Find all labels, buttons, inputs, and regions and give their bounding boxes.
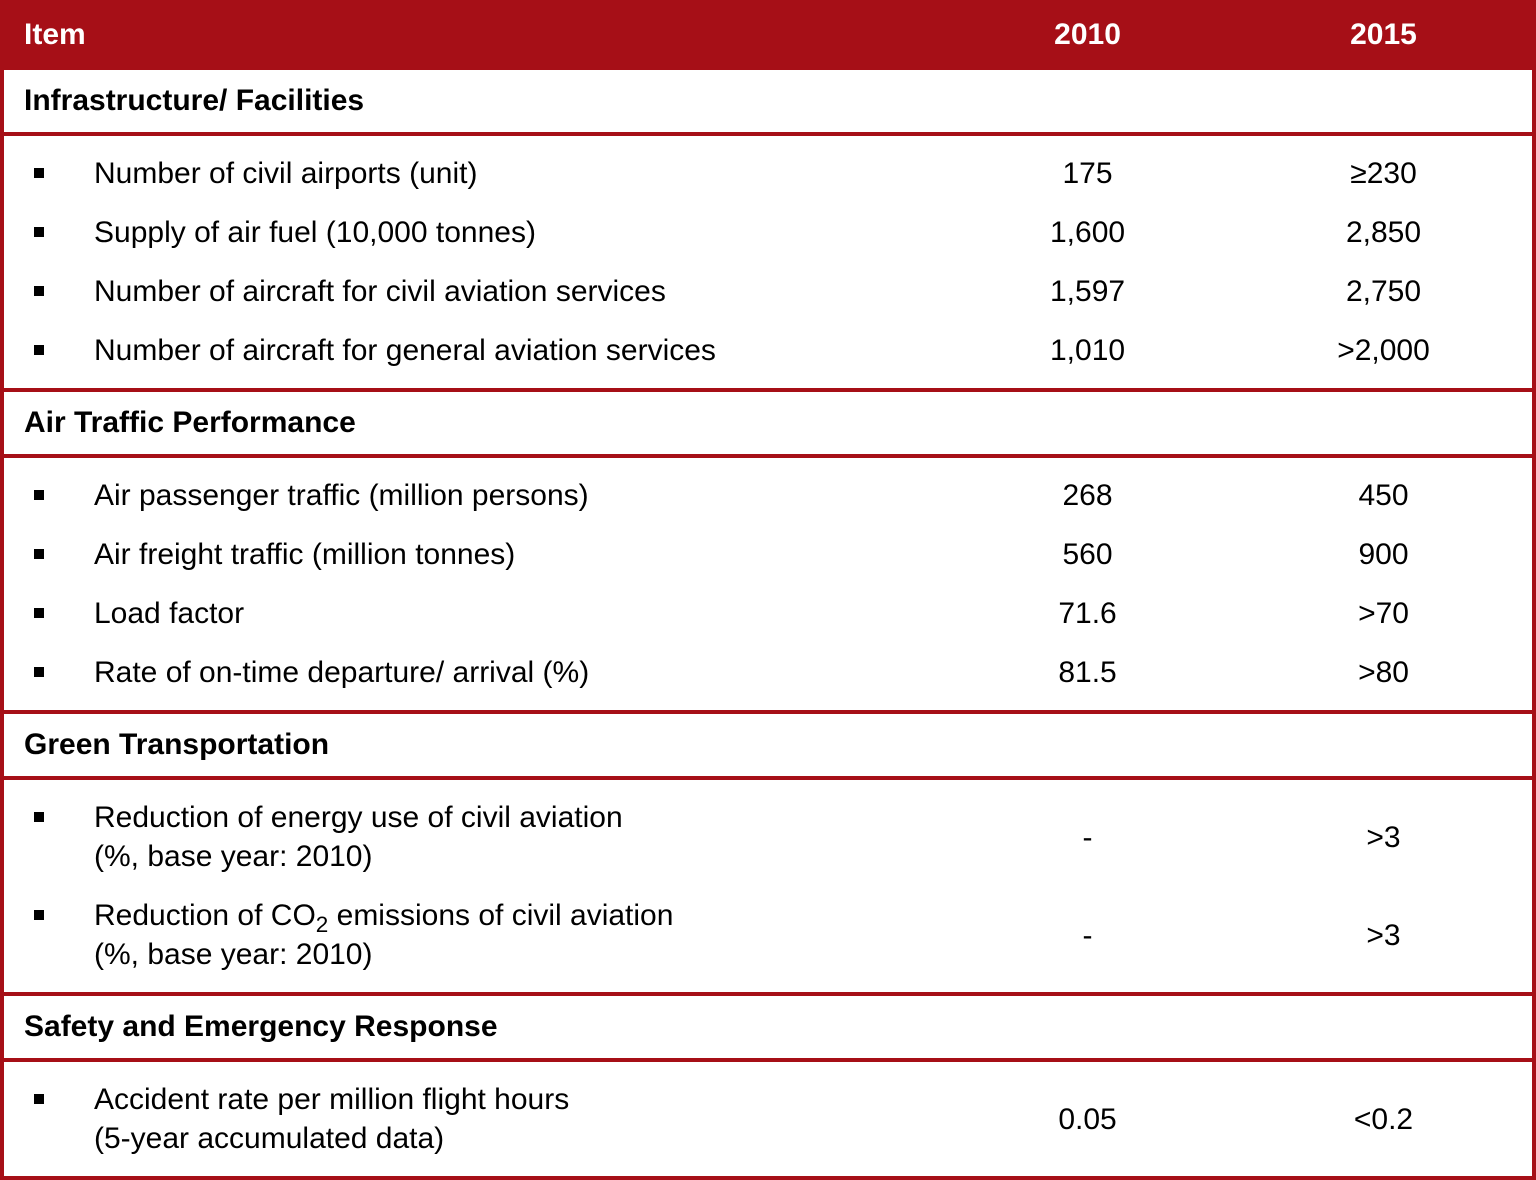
bullet-icon xyxy=(34,227,44,237)
row-value-2015: >2,000 xyxy=(1235,321,1534,390)
section-header: Green Transportation xyxy=(2,712,1534,778)
section-header: Infrastructure/ Facilities xyxy=(2,68,1534,134)
bullet-icon xyxy=(34,549,44,559)
row-value-2010: 1,597 xyxy=(940,262,1235,321)
table-body: Infrastructure/ FacilitiesNumber of civi… xyxy=(2,68,1534,1178)
row-value-2010: 0.05 xyxy=(940,1060,1235,1178)
bullet-icon xyxy=(34,812,44,822)
row-item-cell: Air passenger traffic (million persons) xyxy=(2,456,940,525)
table-row: Load factor 71.6>70 xyxy=(2,584,1534,643)
table-row: Air passenger traffic (million persons) 2… xyxy=(2,456,1534,525)
table-row: Number of aircraft for civil aviation se… xyxy=(2,262,1534,321)
table-header-row: Item 2010 2015 xyxy=(2,2,1534,68)
header-2010: 2010 xyxy=(940,2,1235,68)
row-value-2010: 1,600 xyxy=(940,203,1235,262)
table-row: Reduction of CO2 emissions of civil avia… xyxy=(2,886,1534,994)
section-title: Infrastructure/ Facilities xyxy=(2,68,1534,134)
bullet-icon xyxy=(34,345,44,355)
row-value-2010: - xyxy=(940,886,1235,994)
row-value-2010: 175 xyxy=(940,134,1235,203)
row-item-cell: Number of civil airports (unit) xyxy=(2,134,940,203)
table-row: Number of aircraft for general aviation … xyxy=(2,321,1534,390)
row-value-2010: - xyxy=(940,778,1235,886)
row-label: Number of civil airports (unit) xyxy=(94,154,920,193)
row-value-2015: 2,850 xyxy=(1235,203,1534,262)
row-item-cell: Reduction of energy use of civil aviatio… xyxy=(2,778,940,886)
section-title: Green Transportation xyxy=(2,712,1534,778)
row-value-2010: 1,010 xyxy=(940,321,1235,390)
row-value-2010: 81.5 xyxy=(940,643,1235,712)
row-item-cell: Reduction of CO2 emissions of civil avia… xyxy=(2,886,940,994)
table-row: Number of civil airports (unit) 175≥230 xyxy=(2,134,1534,203)
row-label: Accident rate per million flight hours(5… xyxy=(94,1080,920,1158)
bullet-icon xyxy=(34,1094,44,1104)
row-label: Rate of on-time departure/ arrival (%) xyxy=(94,653,920,692)
row-value-2015: >80 xyxy=(1235,643,1534,712)
row-value-2015: ≥230 xyxy=(1235,134,1534,203)
row-label: Number of aircraft for general aviation … xyxy=(94,331,920,370)
row-label: Supply of air fuel (10,000 tonnes) xyxy=(94,213,920,252)
header-2015: 2015 xyxy=(1235,2,1534,68)
row-label: Reduction of CO2 emissions of civil avia… xyxy=(94,896,920,974)
table-row: Rate of on-time departure/ arrival (%) 81… xyxy=(2,643,1534,712)
table-row: Air freight traffic (million tonnes) 5609… xyxy=(2,525,1534,584)
row-value-2015: >3 xyxy=(1235,778,1534,886)
header-item: Item xyxy=(2,2,940,68)
row-item-cell: Air freight traffic (million tonnes) xyxy=(2,525,940,584)
bullet-icon xyxy=(34,608,44,618)
table-row: Reduction of energy use of civil aviatio… xyxy=(2,778,1534,886)
row-item-cell: Number of aircraft for general aviation … xyxy=(2,321,940,390)
row-label: Reduction of energy use of civil aviatio… xyxy=(94,798,920,876)
row-value-2015: <0.2 xyxy=(1235,1060,1534,1178)
row-item-cell: Supply of air fuel (10,000 tonnes) xyxy=(2,203,940,262)
row-value-2015: >3 xyxy=(1235,886,1534,994)
row-value-2010: 71.6 xyxy=(940,584,1235,643)
row-value-2015: 2,750 xyxy=(1235,262,1534,321)
row-item-cell: Accident rate per million flight hours(5… xyxy=(2,1060,940,1178)
bullet-icon xyxy=(34,286,44,296)
row-label: Load factor xyxy=(94,594,920,633)
aviation-targets-table: Item 2010 2015 Infrastructure/ Facilitie… xyxy=(0,0,1536,1180)
section-header: Air Traffic Performance xyxy=(2,390,1534,456)
bullet-icon xyxy=(34,168,44,178)
row-value-2015: 900 xyxy=(1235,525,1534,584)
row-value-2010: 560 xyxy=(940,525,1235,584)
table-row: Accident rate per million flight hours(5… xyxy=(2,1060,1534,1178)
section-header: Safety and Emergency Response xyxy=(2,994,1534,1060)
row-label: Number of aircraft for civil aviation se… xyxy=(94,272,920,311)
row-value-2010: 268 xyxy=(940,456,1235,525)
row-label: Air passenger traffic (million persons) xyxy=(94,476,920,515)
row-value-2015: >70 xyxy=(1235,584,1534,643)
row-item-cell: Rate of on-time departure/ arrival (%) xyxy=(2,643,940,712)
section-title: Safety and Emergency Response xyxy=(2,994,1534,1060)
row-label: Air freight traffic (million tonnes) xyxy=(94,535,920,574)
row-item-cell: Number of aircraft for civil aviation se… xyxy=(2,262,940,321)
bullet-icon xyxy=(34,910,44,920)
row-value-2015: 450 xyxy=(1235,456,1534,525)
bullet-icon xyxy=(34,667,44,677)
row-item-cell: Load factor xyxy=(2,584,940,643)
bullet-icon xyxy=(34,490,44,500)
table-row: Supply of air fuel (10,000 tonnes) 1,6002… xyxy=(2,203,1534,262)
section-title: Air Traffic Performance xyxy=(2,390,1534,456)
